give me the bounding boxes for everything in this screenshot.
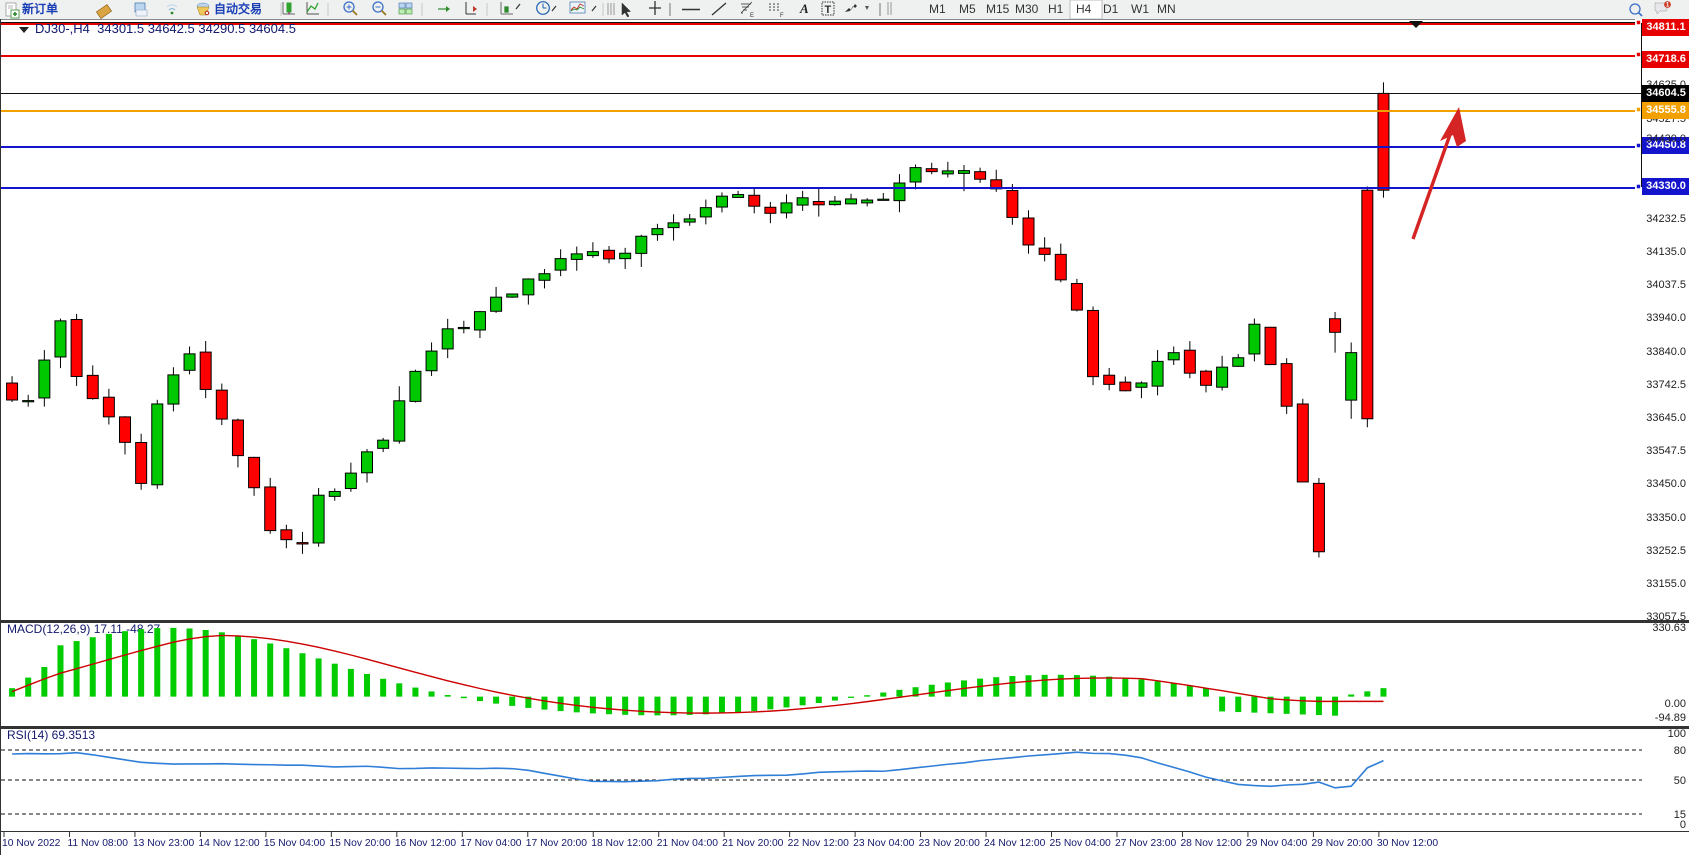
svg-text:A: A [799,1,809,16]
svg-text:W1: W1 [1131,2,1149,16]
svg-text:自动交易: 自动交易 [214,1,262,16]
svg-text:M5: M5 [959,2,976,16]
svg-text:新订单: 新订单 [22,1,58,16]
svg-text:M15: M15 [986,2,1010,16]
svg-text:M30: M30 [1015,2,1039,16]
svg-text:MN: MN [1157,2,1176,16]
svg-text:T: T [825,4,832,16]
svg-text:M1: M1 [929,2,946,16]
svg-text:D1: D1 [1103,2,1119,16]
svg-text:H4: H4 [1076,2,1092,16]
svg-text:H1: H1 [1048,2,1064,16]
